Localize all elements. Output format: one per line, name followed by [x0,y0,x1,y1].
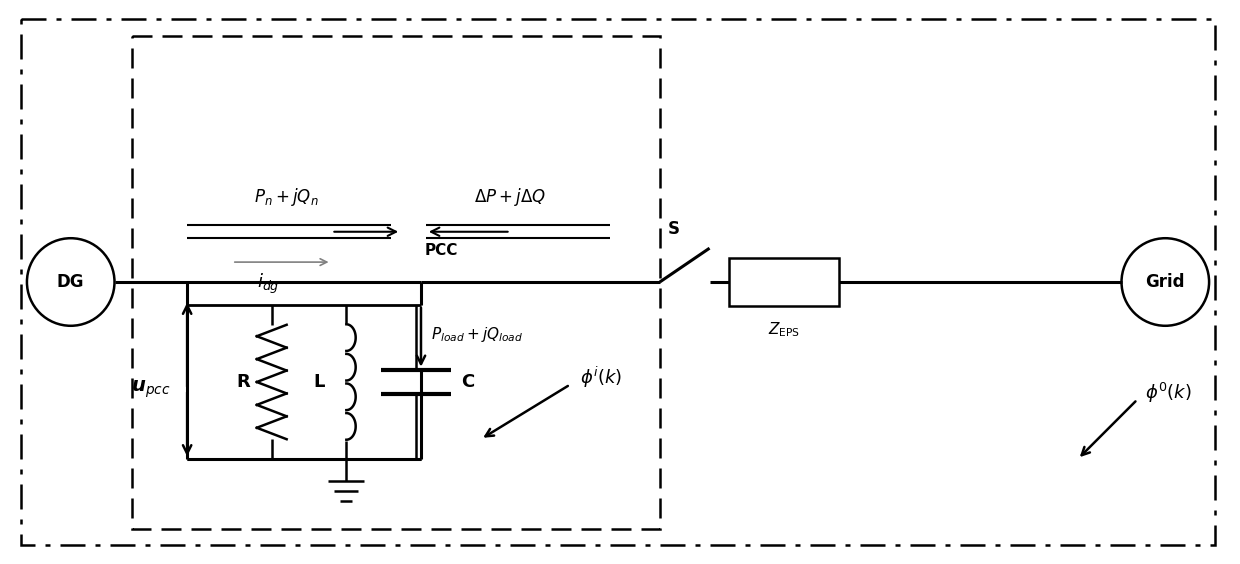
Text: $\phi^0(k)$: $\phi^0(k)$ [1146,380,1192,404]
Text: $Z_{\rm EPS}$: $Z_{\rm EPS}$ [768,320,800,338]
Text: S: S [668,220,680,238]
Text: $P_{load}+jQ_{load}$: $P_{load}+jQ_{load}$ [432,325,523,344]
Text: PCC: PCC [425,243,459,258]
Text: Grid: Grid [1146,273,1185,291]
Text: DG: DG [57,273,84,291]
Bar [133,36,660,529]
Text: $i_{dg}$: $i_{dg}$ [257,272,279,296]
Text: $P_n+jQ_n$: $P_n+jQ_n$ [254,186,319,208]
Text: C: C [461,373,474,391]
Bar [729,258,839,306]
Text: $\phi^i(k)$: $\phi^i(k)$ [580,365,622,390]
Circle shape [27,238,114,326]
Text: $\boldsymbol{u}_{pcc}$: $\boldsymbol{u}_{pcc}$ [130,378,170,400]
Circle shape [1121,238,1209,326]
Text: $\Delta P+j\Delta Q$: $\Delta P+j\Delta Q$ [475,186,547,208]
Text: R: R [236,373,249,391]
Text: L: L [312,373,325,391]
